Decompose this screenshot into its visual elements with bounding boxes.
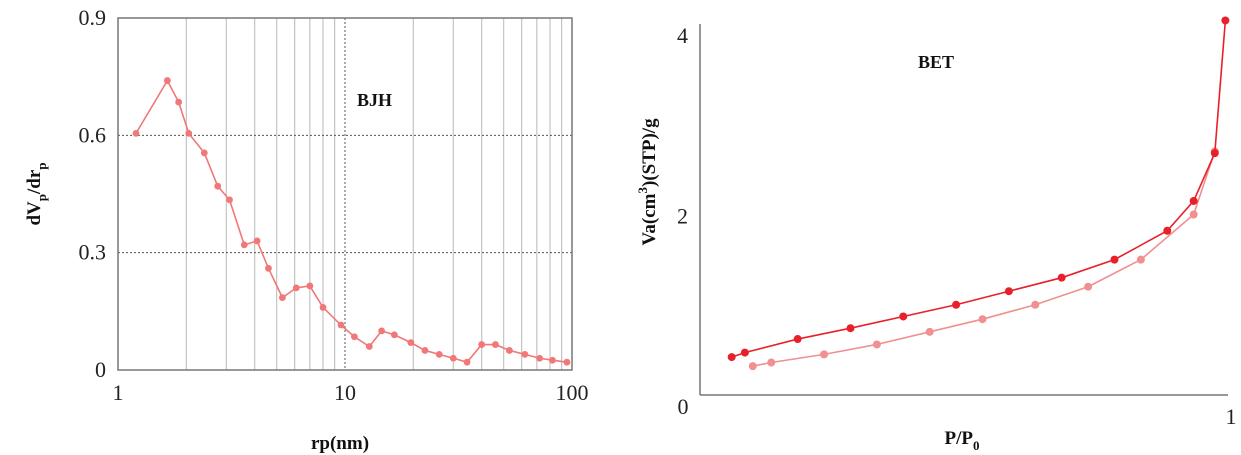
bet-tick-labels: 0 1 2 4 xyxy=(677,23,1237,429)
bet-desorption-point xyxy=(1110,255,1119,264)
bjh-data-point xyxy=(337,321,345,329)
bjh-series xyxy=(132,77,571,366)
bjh-x-tick-label: 1 xyxy=(113,380,124,405)
bjh-data-point xyxy=(378,327,386,335)
bet-desorption-point xyxy=(727,353,736,362)
bjh-ylabel-sub2: p xyxy=(34,162,49,169)
bet-desorption-line xyxy=(731,20,1227,358)
bet-adsorption-point xyxy=(767,358,776,367)
bet-desorption-point xyxy=(1163,226,1172,235)
bjh-data-point xyxy=(536,354,544,362)
bjh-ylabel-sub: p xyxy=(34,194,49,201)
bet-xlabel-main: P/P xyxy=(945,428,974,449)
bet-x-tick-label: 1 xyxy=(1226,404,1237,429)
bjh-x-tick-label: 100 xyxy=(556,380,589,405)
bjh-x-axis-title: rp(nm) xyxy=(311,433,369,454)
bet-x-axis-title: P/P0 xyxy=(945,428,980,453)
bet-desorption-point xyxy=(1004,287,1013,296)
bjh-chart: 00.30.60.91 10 100 BJH rp(nm) dVp/drp xyxy=(24,5,589,454)
bjh-data-point xyxy=(200,149,208,157)
bjh-data-point xyxy=(214,182,222,190)
bjh-data-point xyxy=(292,284,300,292)
bjh-y-axis-title: dVp/drp xyxy=(24,162,49,225)
bjh-data-point xyxy=(421,347,429,354)
bjh-y-tick-label: 0.9 xyxy=(79,5,107,30)
bet-adsorption-point xyxy=(1189,210,1198,219)
bet-desorption-point xyxy=(952,300,961,309)
bet-y-axis-title: Va(cm3)(STP)/g xyxy=(635,118,660,246)
bjh-data-point xyxy=(435,350,443,358)
bjh-data-point xyxy=(265,264,272,272)
bet-adsorption-point xyxy=(748,362,757,371)
bjh-data-point xyxy=(521,350,529,358)
bjh-data-point xyxy=(407,339,415,347)
bet-chart: 0 124 BET P/P0 Va(cm3)(STP)/g xyxy=(635,16,1237,453)
bjh-data-point xyxy=(563,358,571,366)
bjh-plot-frame xyxy=(117,17,573,371)
bjh-ylabel-mid: /dr xyxy=(24,169,45,195)
bjh-data-point xyxy=(163,77,171,84)
bet-desorption-point xyxy=(1189,196,1198,205)
bet-desorption-point xyxy=(1057,273,1066,282)
bjh-series-line xyxy=(135,78,568,364)
bet-series xyxy=(727,16,1230,371)
bjh-data-point xyxy=(463,358,471,366)
bjh-y-tick-label: 0 xyxy=(95,357,106,382)
bet-adsorption-point xyxy=(1136,255,1145,264)
bjh-data-point xyxy=(319,304,327,311)
bjh-y-tick-label: 0.3 xyxy=(79,240,107,265)
bjh-data-point xyxy=(306,282,314,290)
bjh-data-point xyxy=(492,341,499,348)
bet-adsorption-point xyxy=(872,340,881,349)
bjh-annotation: BJH xyxy=(357,90,392,110)
bjh-data-point xyxy=(253,237,261,245)
bjh-data-point xyxy=(279,294,286,302)
bet-annotation: BET xyxy=(918,52,954,72)
bet-ylabel-rest: )(STP)/g xyxy=(639,118,660,187)
bet-adsorption-point xyxy=(1031,300,1040,309)
bet-desorption-point xyxy=(740,348,749,357)
bet-desorption-point xyxy=(1210,149,1219,158)
bjh-y-tick-label: 0.6 xyxy=(79,122,107,147)
bjh-data-point xyxy=(478,341,486,348)
bjh-data-point xyxy=(226,196,233,204)
bjh-data-point xyxy=(390,331,398,339)
bjh-data-point xyxy=(506,347,513,354)
bet-adsorption-point xyxy=(978,315,987,324)
bjh-data-point xyxy=(449,354,457,362)
bjh-data-point xyxy=(185,129,193,137)
bet-adsorption-point xyxy=(925,327,934,336)
bet-y-tick-label: 2 xyxy=(677,204,688,229)
bjh-data-point xyxy=(240,241,248,249)
bjh-x-tick-label: 10 xyxy=(334,380,356,405)
bet-desorption-point xyxy=(793,335,802,344)
bet-desorption-point xyxy=(899,312,908,321)
bjh-data-point xyxy=(132,129,140,137)
bet-desorption-point xyxy=(846,324,855,333)
bjh-ylabel-main: dV xyxy=(24,201,45,226)
bet-ylabel-main: Va(cm xyxy=(639,193,660,245)
bjh-tick-labels: 0 0.3 0.6 0.9 1 10 100 xyxy=(79,5,589,405)
bet-y-tick-label: 4 xyxy=(677,23,688,48)
bjh-grid xyxy=(118,18,572,370)
bjh-data-point xyxy=(175,98,183,106)
bjh-data-point xyxy=(365,343,373,350)
bet-ylabel-sup: 3 xyxy=(635,187,650,194)
bjh-data-point xyxy=(549,356,556,364)
bet-adsorption-point xyxy=(820,350,829,359)
bet-origin-tick-label: 0 xyxy=(678,394,689,419)
bet-desorption-point xyxy=(1221,16,1230,25)
bjh-data-point xyxy=(350,333,358,341)
bet-adsorption-point xyxy=(1084,282,1093,291)
bet-xlabel-sub: 0 xyxy=(973,438,980,453)
